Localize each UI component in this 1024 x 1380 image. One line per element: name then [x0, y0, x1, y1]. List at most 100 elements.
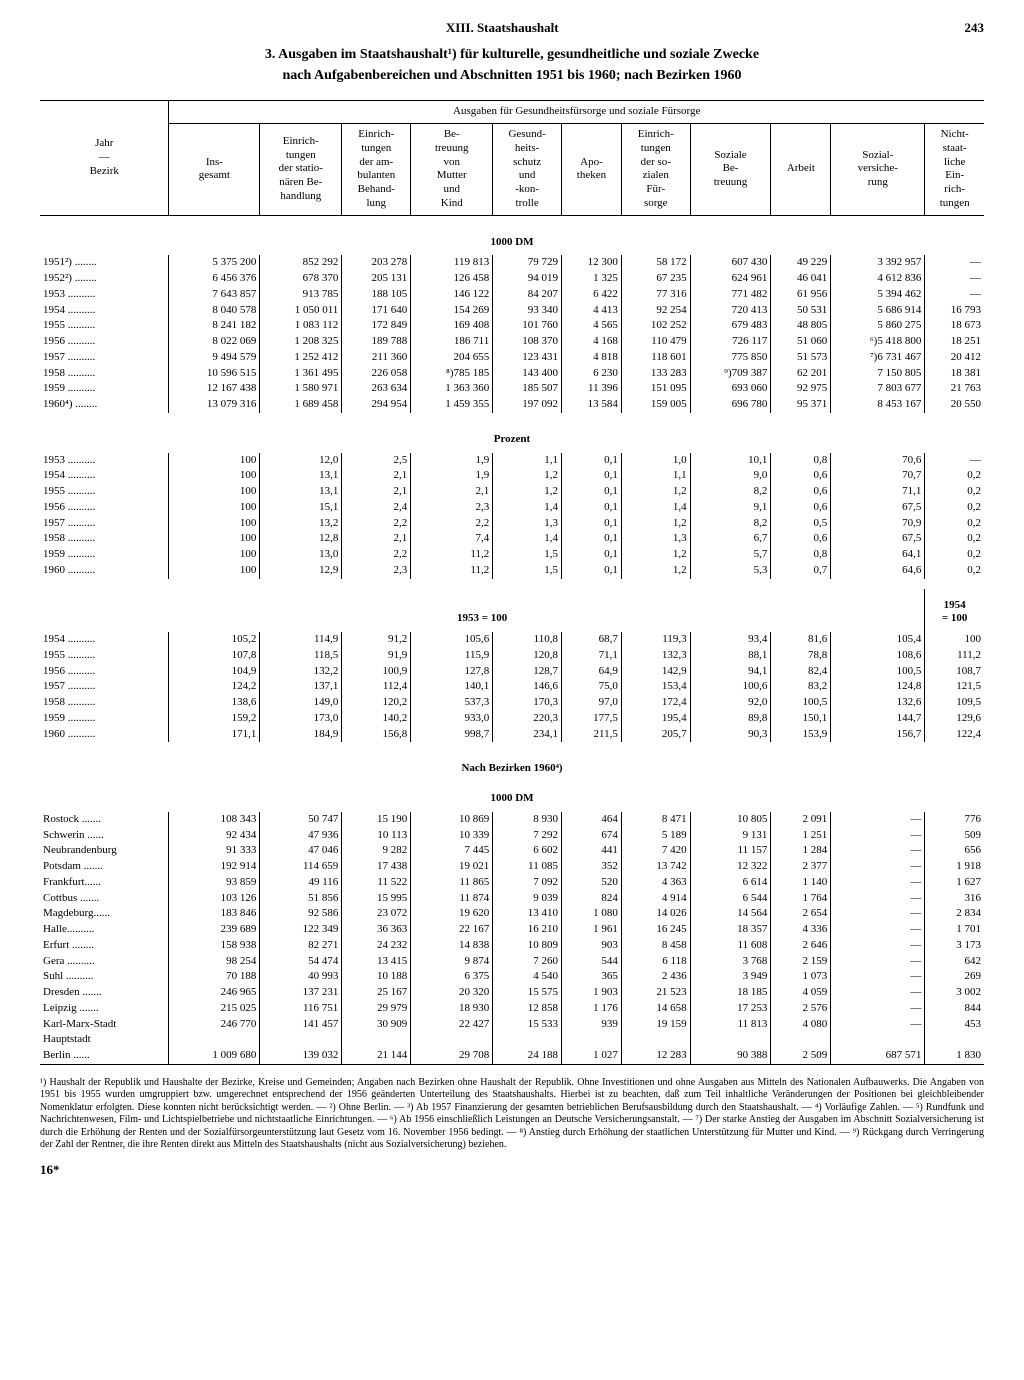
- row-label: 1955 ..........: [40, 484, 169, 500]
- cell: 204 655: [411, 350, 493, 366]
- cell: 215 025: [169, 1001, 260, 1017]
- cell: 211 360: [342, 350, 411, 366]
- cell: 12 283: [621, 1048, 690, 1064]
- cell: 11 396: [562, 381, 622, 397]
- cell: 100: [169, 453, 260, 469]
- cell: —: [831, 828, 925, 844]
- row-label: 1956 ..........: [40, 664, 169, 680]
- cell: 108,6: [831, 648, 925, 664]
- row-label: Frankfurt......: [40, 875, 169, 891]
- row-label: 1957 ..........: [40, 679, 169, 695]
- cell: 7,4: [411, 531, 493, 547]
- cell: 83,2: [771, 679, 831, 695]
- cell: 71,1: [562, 648, 622, 664]
- cell: 2 646: [771, 938, 831, 954]
- cell: 15 190: [342, 812, 411, 828]
- cell: ⁶)5 418 800: [831, 334, 925, 350]
- row-label: 1960 ..........: [40, 727, 169, 743]
- cell: —: [831, 843, 925, 859]
- cell: 6 118: [621, 954, 690, 970]
- row-label: 1960 ..........: [40, 563, 169, 579]
- cell: 12,8: [260, 531, 342, 547]
- row-label: Schwerin ......: [40, 828, 169, 844]
- cell: 114 659: [260, 859, 342, 875]
- cell: 22 427: [411, 1017, 493, 1033]
- cell: 913 785: [260, 287, 342, 303]
- cell: 365: [562, 969, 622, 985]
- cell: 25 167: [342, 985, 411, 1001]
- cell: 2,3: [411, 500, 493, 516]
- cell: 14 838: [411, 938, 493, 954]
- cell: 4 336: [771, 922, 831, 938]
- col-h6: Apo- theken: [562, 124, 622, 216]
- cell: 19 159: [621, 1017, 690, 1033]
- cell: 15 533: [493, 1017, 562, 1033]
- table-title: 3. Ausgaben im Staatshaushalt¹) für kult…: [40, 44, 984, 86]
- cell: 67,5: [831, 500, 925, 516]
- cell: 70,7: [831, 468, 925, 484]
- cell: 0,1: [562, 468, 622, 484]
- cell: 4 565: [562, 318, 622, 334]
- cell: 203 278: [342, 255, 411, 271]
- cell: 138,6: [169, 695, 260, 711]
- cell: 10 869: [411, 812, 493, 828]
- cell: 0,2: [925, 500, 984, 516]
- cell: 46 041: [771, 271, 831, 287]
- cell: 1 284: [771, 843, 831, 859]
- cell: 20 550: [925, 397, 984, 413]
- cell: 15 995: [342, 891, 411, 907]
- cell: 12 322: [690, 859, 771, 875]
- cell: 91 333: [169, 843, 260, 859]
- cell: 624 961: [690, 271, 771, 287]
- cell: 220,3: [493, 711, 562, 727]
- cell: 656: [925, 843, 984, 859]
- col-h9: Arbeit: [771, 124, 831, 216]
- cell: 0,2: [925, 547, 984, 563]
- cell: 140,2: [342, 711, 411, 727]
- cell: 1 830: [925, 1048, 984, 1064]
- cell: 29 708: [411, 1048, 493, 1064]
- cell: 100,6: [690, 679, 771, 695]
- cell: 105,2: [169, 632, 260, 648]
- cell: 100: [925, 632, 984, 648]
- cell: 10 809: [493, 938, 562, 954]
- cell: 100: [169, 484, 260, 500]
- row-label: 1954 ..........: [40, 632, 169, 648]
- cell: 775 850: [690, 350, 771, 366]
- cell: 14 658: [621, 1001, 690, 1017]
- cell: 9,1: [690, 500, 771, 516]
- cell: 12 167 438: [169, 381, 260, 397]
- cell: 607 430: [690, 255, 771, 271]
- cell: 520: [562, 875, 622, 891]
- cell: 2,5: [342, 453, 411, 469]
- cell: 10,1: [690, 453, 771, 469]
- cell: 49 116: [260, 875, 342, 891]
- cell: 84 207: [493, 287, 562, 303]
- cell: 12,9: [260, 563, 342, 579]
- cell: 47 936: [260, 828, 342, 844]
- cell: 92 586: [260, 906, 342, 922]
- cell: —: [831, 859, 925, 875]
- cell: 7 260: [493, 954, 562, 970]
- cell: —: [925, 287, 984, 303]
- cell: 1,1: [493, 453, 562, 469]
- cell: —: [925, 453, 984, 469]
- cell: 18 673: [925, 318, 984, 334]
- cell: 642: [925, 954, 984, 970]
- cell: 108 370: [493, 334, 562, 350]
- cell: 173,0: [260, 711, 342, 727]
- cell: 98 254: [169, 954, 260, 970]
- cell: 776: [925, 812, 984, 828]
- col-h11: Nicht- staat- liche Ein- rich- tungen: [925, 124, 984, 216]
- cell: 184,9: [260, 727, 342, 743]
- row-label: 1955 ..........: [40, 318, 169, 334]
- cell: 1 325: [562, 271, 622, 287]
- col-h2: Einrich- tungen der statio- nären Be- ha…: [260, 124, 342, 216]
- cell: 693 060: [690, 381, 771, 397]
- cell: 11 874: [411, 891, 493, 907]
- cell: 50 747: [260, 812, 342, 828]
- cell: 11 522: [342, 875, 411, 891]
- cell: 154 269: [411, 303, 493, 319]
- cell: 9 282: [342, 843, 411, 859]
- cell: 92 975: [771, 381, 831, 397]
